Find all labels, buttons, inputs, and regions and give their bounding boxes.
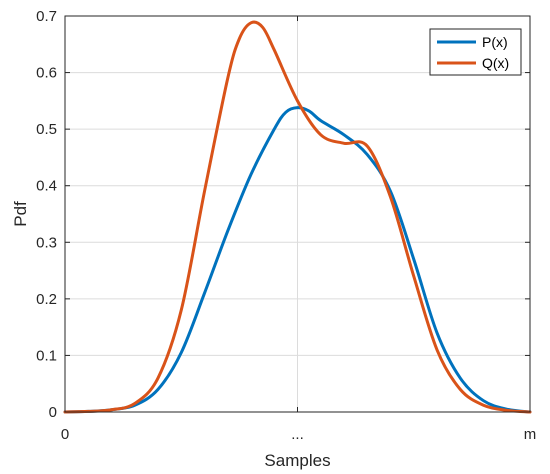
x-tick-label: 0 — [61, 426, 69, 443]
y-tick-label: 0 — [49, 404, 57, 421]
ticks: 0 0.1 0.2 0.3 0.4 0.5 0.6 0.7 0... m — [36, 8, 536, 443]
y-tick-label: 0.4 — [36, 178, 57, 195]
x-tick-label: ... — [291, 426, 304, 443]
series-line-1 — [63, 106, 532, 414]
y-tick-label: 0.3 — [36, 234, 57, 251]
y-tick-label: 0.2 — [36, 291, 57, 308]
series-line-2 — [63, 20, 532, 414]
legend-label-1: P(x) — [482, 34, 508, 50]
y-tick-label: 0.7 — [36, 8, 57, 25]
legend-label-2: Q(x) — [482, 55, 509, 71]
x-axis-label: Samples — [264, 451, 330, 470]
x-tick-label: m — [524, 426, 537, 443]
legend: P(x) Q(x) — [429, 28, 522, 76]
y-axis-label: Pdf — [11, 201, 30, 227]
y-tick-label: 0.6 — [36, 65, 57, 82]
y-tick-label: 0.1 — [36, 347, 57, 364]
legend-box — [429, 28, 522, 76]
series-layer — [63, 20, 532, 414]
y-tick-label: 0.5 — [36, 121, 57, 138]
